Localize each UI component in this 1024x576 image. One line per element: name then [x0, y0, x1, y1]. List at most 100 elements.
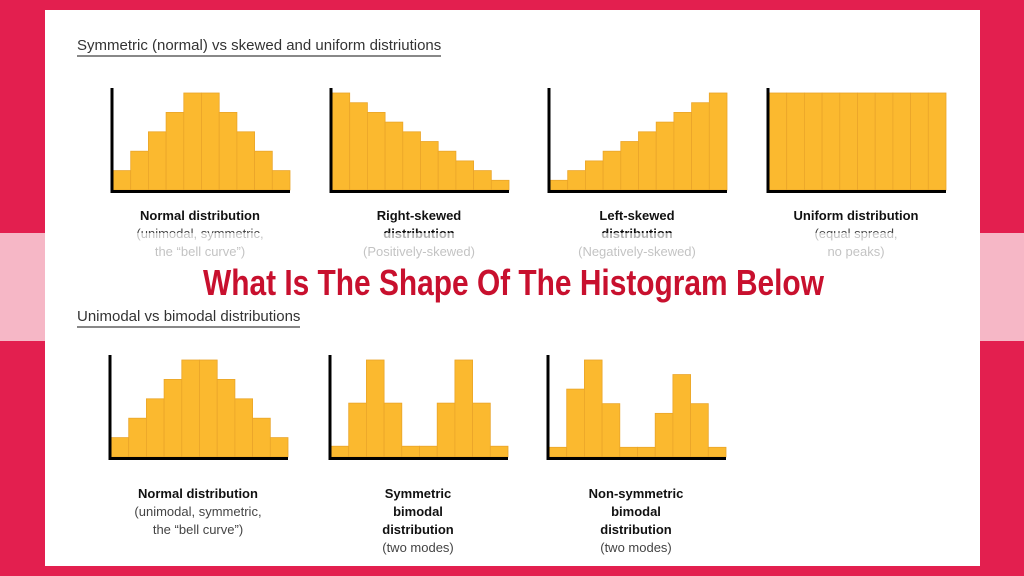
histogram-bar	[383, 402, 403, 458]
histogram-bar	[672, 374, 692, 458]
histogram-bar	[489, 445, 509, 458]
histogram-bar	[201, 92, 220, 191]
histogram-bar	[655, 121, 675, 191]
histogram-bar	[165, 111, 185, 191]
caption-normal-2: Normal distribution (unimodal, symmetric,…	[98, 485, 298, 539]
histogram-bar	[110, 437, 130, 458]
overlay-title-line2: Below	[735, 262, 824, 303]
histogram-bar	[401, 445, 420, 458]
histogram-bar	[330, 445, 350, 458]
histogram-bar	[419, 445, 438, 458]
histogram-bar	[271, 170, 291, 191]
histogram-bar	[892, 92, 912, 191]
histogram-bar	[927, 92, 947, 191]
histogram-bar	[673, 111, 693, 191]
histogram-bar	[234, 398, 254, 458]
histogram-bar	[549, 179, 569, 191]
histogram-bar	[472, 402, 491, 458]
histogram-bar	[236, 131, 256, 191]
histogram-bar	[585, 160, 604, 191]
histogram-bar	[366, 359, 385, 458]
histogram-right-skewed	[328, 86, 510, 194]
axis-lines	[546, 355, 726, 460]
caption-title: Normal distribution	[138, 486, 258, 501]
axis-lines	[108, 355, 288, 460]
histogram-bar	[455, 160, 475, 191]
histogram-bar	[602, 150, 622, 191]
caption-detail: (two modes)	[600, 540, 672, 555]
histogram-bar	[839, 92, 858, 191]
histogram-bar	[473, 170, 492, 191]
caption-title: Non-symmetric bimodal distribution	[588, 486, 684, 537]
histogram-bar	[367, 111, 386, 191]
histogram-bar	[707, 446, 727, 458]
histogram-bar	[768, 92, 788, 191]
axis-lines	[328, 355, 508, 460]
histogram-bar	[638, 131, 657, 191]
heading-symmetric-skewed-uniform: Symmetric (normal) vs skewed and uniform…	[77, 37, 442, 57]
histogram-symmetric-bimodal	[327, 353, 509, 461]
histogram-bar	[130, 150, 149, 191]
histogram-bar	[910, 92, 929, 191]
histogram-bar	[454, 359, 474, 458]
histogram-bar	[348, 402, 367, 458]
histogram-bar	[331, 92, 351, 191]
histogram-bar	[349, 102, 368, 191]
histogram-normal-2	[107, 353, 289, 461]
histogram-bar	[384, 121, 404, 191]
histogram-bar	[112, 170, 132, 191]
histogram-bar	[548, 446, 568, 458]
histogram-bar	[402, 131, 421, 191]
histogram-bar	[437, 150, 457, 191]
caption-detail: the “bell curve”)	[152, 522, 244, 537]
histogram-bar	[637, 446, 656, 458]
histogram-left-skewed	[546, 86, 728, 194]
histogram-uniform	[765, 86, 947, 194]
histogram-bar	[566, 388, 585, 458]
histogram-bar	[654, 412, 674, 458]
histogram-bar	[567, 170, 586, 191]
histogram-bar	[216, 378, 236, 458]
histogram-bar	[128, 417, 147, 458]
heading-unimodal-bimodal: Unimodal vs bimodal distributions	[77, 308, 301, 328]
overlay-title-line1: What Is The Shape Of The Histogram	[203, 262, 728, 303]
caption-detail: (unimodal, symmetric,	[134, 504, 262, 519]
histogram-bar	[420, 141, 439, 191]
histogram-bar	[620, 141, 639, 191]
histogram-bar	[804, 92, 823, 191]
histogram-bar	[163, 378, 183, 458]
axis-lines	[547, 88, 727, 193]
histogram-bar	[601, 403, 621, 458]
histogram-bar	[252, 417, 271, 458]
histogram-non-symmetric-bimodal	[545, 353, 727, 461]
caption-non-symmetric-bimodal: Non-symmetric bimodal distribution (two m…	[536, 485, 736, 557]
axis-lines	[766, 88, 946, 193]
overlay-title: What Is The Shape Of The Histogram Below	[203, 263, 824, 303]
histogram-bar	[690, 403, 709, 458]
histogram-bar	[254, 150, 273, 191]
caption-symmetric-bimodal: Symmetric bimodal distribution (two modes…	[318, 485, 518, 557]
histogram-normal	[109, 86, 291, 194]
caption-title: Symmetric bimodal distribution	[382, 486, 454, 537]
caption-title: Normal distribution	[140, 208, 260, 223]
histogram-bar	[218, 111, 238, 191]
histogram-bar	[691, 102, 710, 191]
histogram-bar	[857, 92, 876, 191]
caption-detail: (two modes)	[382, 540, 454, 555]
histogram-bar	[490, 179, 510, 191]
histogram-bar	[183, 92, 202, 191]
title-band	[0, 233, 1024, 341]
histogram-bar	[269, 437, 289, 458]
histogram-bar	[786, 92, 805, 191]
caption-title: Uniform distribution	[793, 208, 919, 223]
axis-lines	[329, 88, 509, 193]
histogram-bar	[874, 92, 894, 191]
histogram-bar	[148, 131, 167, 191]
histogram-bar	[619, 446, 638, 458]
histogram-bar	[821, 92, 841, 191]
histogram-bar	[436, 402, 456, 458]
histogram-bar	[199, 359, 218, 458]
axis-lines	[110, 88, 290, 193]
histogram-bar	[181, 359, 200, 458]
histogram-bar	[584, 359, 603, 458]
